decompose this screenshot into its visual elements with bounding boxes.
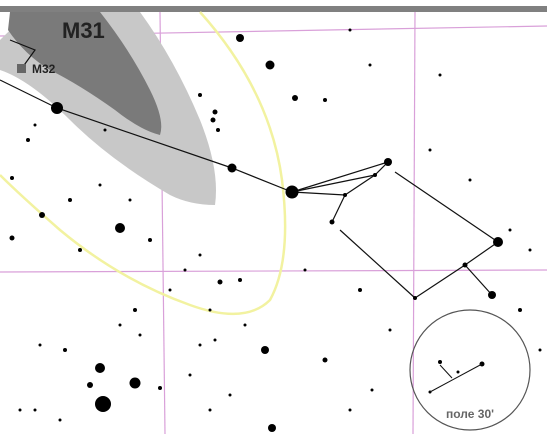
star (133, 308, 137, 312)
star (168, 288, 172, 292)
star (103, 128, 107, 132)
stars (9, 28, 542, 432)
star (428, 148, 432, 152)
line (429, 363, 483, 393)
star (368, 63, 372, 67)
star (243, 323, 247, 327)
line (0, 79, 293, 193)
line (394, 171, 499, 243)
star (268, 424, 276, 432)
field-lines (429, 363, 483, 393)
star (468, 178, 472, 182)
star (438, 360, 442, 364)
field-circle (409, 309, 531, 431)
star (413, 296, 417, 300)
grid-line (412, 11, 416, 434)
star (213, 338, 217, 342)
star (358, 288, 362, 292)
star (488, 291, 496, 299)
star (303, 268, 307, 272)
star (95, 396, 111, 412)
star (38, 343, 42, 347)
star (265, 60, 275, 70)
star (98, 183, 102, 187)
field-label: поле 30' (446, 407, 494, 421)
star (236, 34, 244, 42)
star (68, 198, 72, 202)
star (208, 408, 212, 412)
star (9, 235, 15, 241)
star (238, 278, 242, 282)
top-bar (0, 6, 547, 12)
star (388, 328, 392, 332)
star (384, 158, 392, 166)
star (63, 348, 67, 352)
star (95, 363, 105, 373)
star (292, 95, 298, 101)
star (198, 93, 202, 97)
star (493, 237, 503, 247)
line (291, 161, 389, 193)
star (216, 128, 220, 132)
star (183, 268, 187, 272)
line (9, 39, 36, 69)
star (128, 198, 132, 202)
star (329, 219, 335, 225)
star (10, 176, 14, 180)
star (26, 138, 30, 142)
companion-label: M32 (32, 62, 56, 76)
star (373, 173, 377, 177)
star (227, 163, 237, 173)
line (291, 191, 346, 196)
star (285, 185, 299, 199)
star (158, 386, 162, 390)
star (212, 109, 218, 115)
companion-marker (17, 64, 26, 73)
star (538, 348, 542, 352)
star (518, 308, 522, 312)
star (39, 212, 45, 218)
line (344, 174, 376, 196)
star (18, 408, 22, 412)
star (129, 377, 141, 389)
star (217, 279, 223, 285)
star (323, 98, 327, 102)
star (198, 343, 202, 347)
star (343, 193, 347, 197)
star (456, 370, 460, 374)
star (370, 388, 374, 392)
star (210, 117, 216, 123)
star (118, 323, 122, 327)
star (78, 248, 82, 252)
star (115, 223, 125, 233)
star (438, 73, 442, 77)
star (462, 262, 468, 268)
line (464, 264, 493, 296)
star (33, 123, 37, 127)
line (439, 364, 453, 379)
star (208, 308, 212, 312)
galaxy-core (8, 12, 162, 135)
star (348, 28, 352, 32)
star (87, 382, 93, 388)
star (188, 373, 192, 377)
star (528, 248, 532, 252)
star (348, 408, 352, 412)
star (508, 228, 512, 232)
star (51, 102, 63, 114)
star (58, 418, 62, 422)
line (291, 174, 376, 193)
line (339, 229, 416, 299)
star (228, 393, 232, 397)
star (33, 408, 37, 412)
star (138, 333, 142, 337)
galaxy-label: M31 (62, 18, 105, 43)
galaxy-outline (0, 11, 287, 316)
line (331, 194, 346, 223)
star (322, 357, 328, 363)
star (198, 253, 202, 257)
star (261, 346, 269, 354)
star (148, 238, 152, 242)
